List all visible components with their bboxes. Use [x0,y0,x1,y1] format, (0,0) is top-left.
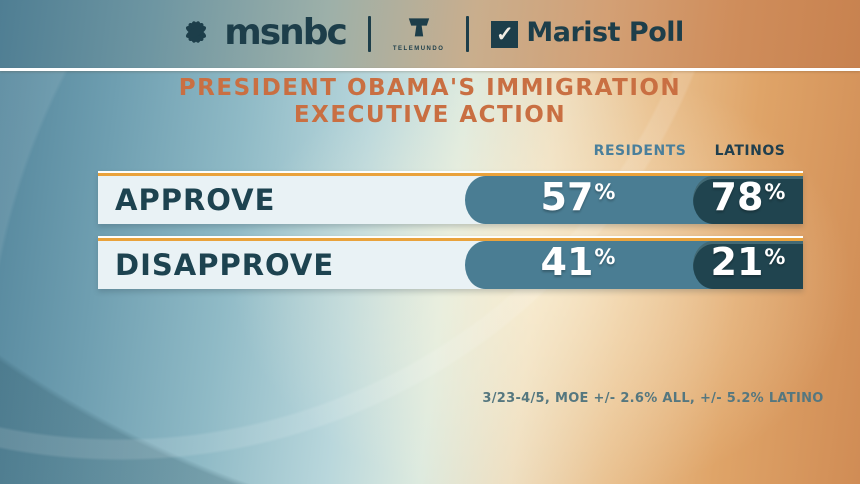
marist-check-icon: ✓ [491,20,519,48]
telemundo-t-icon [407,16,431,45]
column-header-latinos: LATINOS [714,143,786,159]
nbc-peacock-icon [176,18,216,51]
percent-sign: % [764,245,786,269]
marist-wordmark: Marist Poll [526,17,684,48]
telemundo-wordmark: TELEMUNDO [392,46,445,52]
telemundo-logo: TELEMUNDO [393,16,445,52]
column-header-residents: RESIDENTS [593,143,687,159]
percent-sign: % [594,180,616,204]
title-line-1: PRESIDENT OBAMA'S IMMIGRATION [178,75,682,101]
latinos-value-cell: 78% [693,176,803,224]
poll-row-disapprove: 41% 21% DISAPPROVE [98,236,803,289]
msnbc-logo: msnbc [176,11,348,57]
row-top-orange-edge [98,173,803,176]
column-headers: RESIDENTS LATINOS [98,143,803,163]
header-separator-line [0,68,860,71]
page-title: PRESIDENT OBAMA'S IMMIGRATION EXECUTIVE … [0,75,860,129]
row-label-disapprove: DISAPPROVE [115,248,335,282]
row-top-white-edge [98,236,803,238]
title-line-2: EXECUTIVE ACTION [293,102,567,128]
row-body: 41% 21% DISAPPROVE [98,241,803,289]
latinos-percent: 21% [710,241,786,284]
brand-bar: msnbc TELEMUNDO ✓ Marist Poll [0,0,860,68]
percent-sign: % [594,245,616,269]
methodology-footnote: 3/23-4/5, MOE +/- 2.6% ALL, +/- 5.2% LAT… [482,391,824,406]
row-top-orange-edge [98,238,803,241]
residents-percent: 57% [540,176,616,219]
marist-poll-logo: ✓ Marist Poll [491,17,684,51]
divider [367,16,371,52]
residents-percent: 41% [540,241,616,284]
latinos-percent: 78% [710,176,786,219]
poll-row-approve: 57% 78% APPROVE [98,171,803,224]
row-top-white-edge [98,171,803,173]
row-label-approve: APPROVE [115,183,276,217]
msnbc-wordmark: msnbc [224,11,348,53]
divider [466,16,470,52]
latinos-value-cell: 21% [693,241,803,289]
percent-sign: % [764,180,786,204]
row-body: 57% 78% APPROVE [98,176,803,224]
